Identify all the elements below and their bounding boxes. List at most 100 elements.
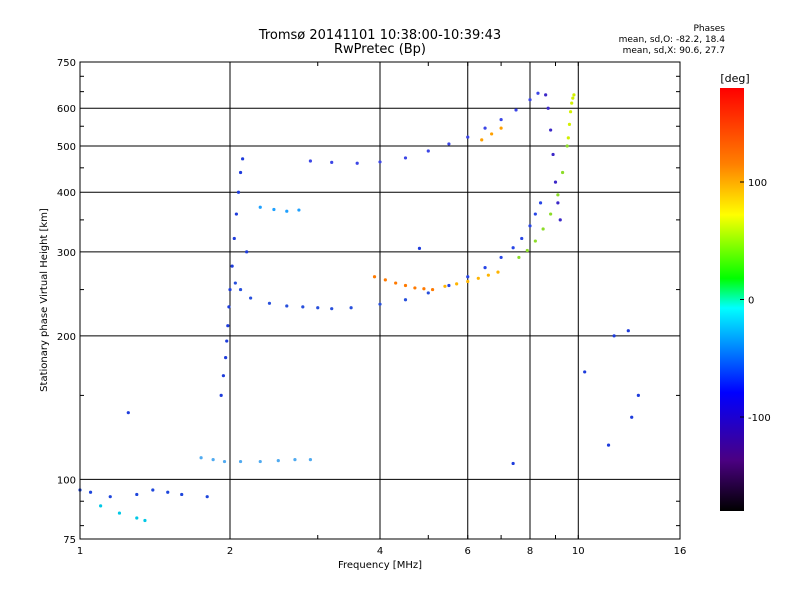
data-point: [267, 301, 272, 305]
phase-o-stats: mean, sd,O: -82.2, 18.4: [618, 35, 725, 45]
colorbar-tick-label: -100: [748, 413, 771, 424]
data-point: [571, 96, 575, 100]
data-point: [565, 144, 569, 148]
data-point: [486, 273, 490, 277]
data-point: [536, 91, 540, 95]
data-point: [241, 157, 245, 161]
data-point: [480, 138, 484, 142]
data-point: [466, 275, 470, 279]
data-point: [556, 193, 560, 197]
data-point: [560, 170, 565, 175]
data-point: [430, 287, 435, 292]
data-point: [205, 495, 209, 499]
data-point: [551, 152, 555, 157]
data-point: [538, 201, 543, 205]
x-tick-label: 16: [674, 546, 687, 557]
data-point: [143, 518, 147, 523]
chart-subtitle: RwPretec (Bp): [333, 42, 427, 57]
data-point: [541, 227, 545, 231]
data-point: [447, 283, 451, 288]
data-point: [108, 495, 112, 499]
data-point: [413, 286, 417, 290]
data-point: [236, 190, 241, 194]
data-point: [285, 209, 289, 213]
data-point: [258, 205, 262, 209]
data-point: [499, 126, 503, 130]
data-point: [455, 282, 459, 286]
data-point: [372, 275, 377, 279]
data-point: [466, 279, 470, 284]
data-point: [230, 264, 234, 268]
y-tick-label: 750: [57, 58, 76, 69]
data-point: [496, 270, 500, 274]
data-point: [88, 490, 93, 494]
data-point: [228, 287, 232, 292]
data-point: [572, 93, 576, 97]
data-point: [525, 248, 529, 253]
data-point: [272, 207, 276, 212]
data-point: [533, 212, 537, 216]
data-point: [238, 287, 243, 292]
y-tick-label: 200: [57, 332, 76, 343]
data-point: [222, 459, 227, 464]
data-point: [238, 170, 243, 175]
data-point: [403, 283, 408, 288]
data-point: [180, 492, 184, 497]
data-point: [568, 110, 573, 114]
data-point: [355, 161, 359, 165]
data-point: [232, 236, 236, 241]
data-point: [126, 411, 130, 415]
data-point: [483, 126, 487, 130]
colorbar-ticks: 100 0 -100: [740, 178, 771, 424]
data-point: [520, 236, 524, 241]
data-point: [533, 239, 537, 243]
data-point: [330, 160, 334, 164]
data-point: [570, 101, 574, 105]
data-point: [553, 180, 558, 184]
colorbar-tick-label: 100: [748, 178, 767, 189]
data-point: [636, 393, 640, 398]
data-point: [293, 458, 297, 462]
data-point: [528, 224, 532, 228]
x-tick-label: 1: [77, 546, 83, 557]
data-point: [378, 160, 382, 164]
data-point: [466, 135, 470, 139]
data-point: [612, 334, 616, 338]
data-point: [383, 278, 387, 282]
data-point: [426, 149, 430, 153]
data-point: [626, 329, 630, 333]
grid-lines: [80, 62, 680, 539]
data-point: [447, 142, 451, 146]
data-point: [511, 461, 515, 466]
data-point: [226, 324, 230, 328]
data-point: [606, 443, 611, 447]
y-tick-label: 400: [57, 188, 76, 199]
data-point: [556, 201, 560, 205]
data-point: [316, 306, 320, 310]
chart-title: Tromsø 20141101 10:38:00-10:39:43: [258, 28, 502, 43]
data-point: [417, 246, 422, 250]
data-point: [297, 208, 301, 212]
data-point: [490, 132, 494, 136]
data-point: [511, 246, 515, 250]
data-points: [78, 91, 640, 523]
x-tick-label: 8: [527, 546, 533, 557]
data-point: [199, 456, 203, 460]
y-axis-label: Stationary phase Virtual Height [km]: [39, 208, 50, 392]
data-point: [443, 284, 447, 288]
data-point: [225, 339, 229, 343]
data-point: [546, 106, 550, 110]
colorbar-label: [deg]: [720, 72, 749, 85]
data-point: [99, 504, 103, 508]
data-point: [630, 415, 634, 419]
data-point: [221, 374, 226, 378]
data-point: [422, 287, 426, 291]
data-point: [276, 459, 280, 463]
y-tick-label: 600: [57, 104, 76, 115]
data-point: [211, 458, 215, 462]
data-point: [549, 212, 553, 216]
data-point: [308, 159, 313, 163]
colorbar-tick-label: 0: [748, 296, 754, 307]
data-point: [234, 212, 238, 216]
